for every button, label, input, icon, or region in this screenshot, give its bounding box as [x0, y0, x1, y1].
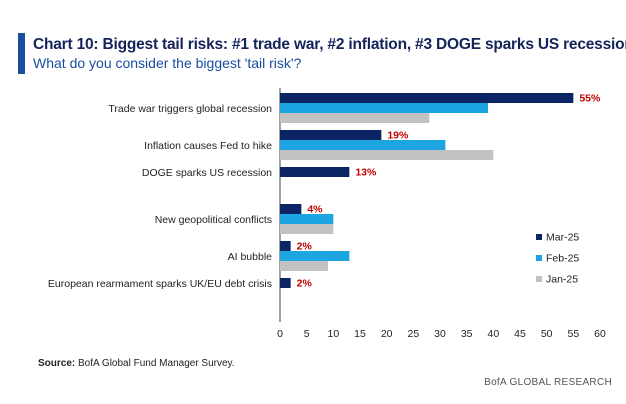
- category-label: AI bubble: [228, 251, 273, 263]
- x-tick-label: 10: [327, 328, 339, 340]
- x-tick-label: 0: [277, 328, 283, 340]
- data-label: 19%: [387, 130, 409, 142]
- data-label: 13%: [355, 167, 377, 179]
- category-label: European rearmament sparks UK/EU debt cr…: [48, 278, 272, 290]
- bar-mar-25: [280, 130, 382, 140]
- bar-jan-25: [280, 224, 334, 234]
- source-label: Source:: [38, 358, 76, 369]
- x-tick-label: 40: [487, 328, 499, 340]
- data-label: 2%: [297, 278, 313, 290]
- bar-jan-25: [280, 261, 328, 271]
- bar-feb-25: [280, 140, 446, 150]
- bar-feb-25: [280, 214, 334, 224]
- legend-swatch: [536, 276, 542, 282]
- x-tick-label: 45: [514, 328, 526, 340]
- category-label: New geopolitical conflicts: [155, 214, 272, 226]
- bar-mar-25: [280, 278, 291, 288]
- x-tick-label: 20: [381, 328, 393, 340]
- legend-label: Mar-25: [546, 232, 579, 244]
- title-accent-bar: [18, 33, 25, 74]
- source-text: BofA Global Fund Manager Survey.: [78, 358, 235, 369]
- data-label: 55%: [579, 93, 601, 105]
- bar-feb-25: [280, 103, 488, 113]
- category-label: DOGE sparks US recession: [142, 167, 272, 179]
- source-note: Source: BofA Global Fund Manager Survey.: [38, 358, 235, 369]
- legend-label: Feb-25: [546, 253, 579, 265]
- brand-label: BofA GLOBAL RESEARCH: [484, 377, 612, 388]
- x-tick-label: 5: [304, 328, 310, 340]
- x-tick-label: 25: [407, 328, 419, 340]
- legend-swatch: [536, 234, 542, 240]
- chart-title: Chart 10: Biggest tail risks: #1 trade w…: [33, 36, 626, 53]
- chart-subtitle: What do you consider the biggest 'tail r…: [33, 55, 302, 71]
- legend-label: Jan-25: [546, 274, 578, 286]
- bar-mar-25: [280, 241, 291, 251]
- legend-swatch: [536, 255, 542, 261]
- x-tick-label: 30: [434, 328, 446, 340]
- bar-jan-25: [280, 150, 494, 160]
- data-label: 2%: [297, 241, 313, 253]
- category-label: Inflation causes Fed to hike: [144, 140, 272, 152]
- bar-mar-25: [280, 204, 302, 214]
- data-label: 4%: [307, 204, 323, 216]
- x-tick-label: 15: [354, 328, 366, 340]
- x-tick-label: 55: [567, 328, 579, 340]
- bar-mar-25: [280, 93, 574, 103]
- category-label: Trade war triggers global recession: [108, 103, 272, 115]
- bar-mar-25: [280, 167, 350, 177]
- bar-jan-25: [280, 113, 430, 123]
- x-tick-label: 35: [461, 328, 473, 340]
- x-tick-label: 60: [594, 328, 606, 340]
- x-tick-label: 50: [541, 328, 553, 340]
- bar-feb-25: [280, 251, 350, 261]
